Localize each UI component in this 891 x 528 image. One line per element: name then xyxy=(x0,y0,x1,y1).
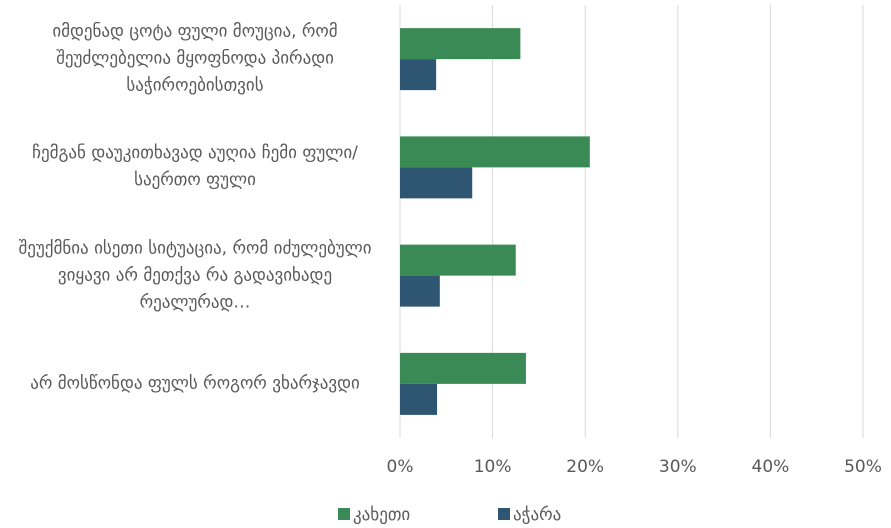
legend-swatch xyxy=(338,508,350,520)
y-tick-label: არ მოსწონდა ფულს როგორ ვხარჯავდი xyxy=(30,373,360,394)
legend-label: კახეთი xyxy=(353,505,410,525)
bar xyxy=(400,28,521,60)
bar xyxy=(400,244,516,276)
legend-swatch xyxy=(498,508,510,520)
y-tick-label: ჩემგან დაუკითხავად აუღია ჩემი ფული/საერთ… xyxy=(32,143,358,191)
bar xyxy=(400,383,438,415)
y-tick-label: იმდენად ცოტა ფული მოუცია, რომ შეუძლებელი… xyxy=(52,21,338,96)
x-tick-label: 10% xyxy=(474,457,512,477)
x-tick-label: 0% xyxy=(387,457,414,477)
x-tick-label: 30% xyxy=(659,457,697,477)
bar xyxy=(400,352,526,384)
x-tick-label: 50% xyxy=(844,457,882,477)
y-tick-label: შეუქმნია ისეთი სიტუაცია, რომ იძულებული ვ… xyxy=(18,238,372,313)
x-tick-label: 20% xyxy=(566,457,604,477)
bar xyxy=(400,167,473,199)
bar xyxy=(400,136,590,168)
bar xyxy=(400,275,440,307)
x-tick-label: 40% xyxy=(752,457,790,477)
bar xyxy=(400,59,437,91)
legend-label: აჭარა xyxy=(513,505,561,525)
